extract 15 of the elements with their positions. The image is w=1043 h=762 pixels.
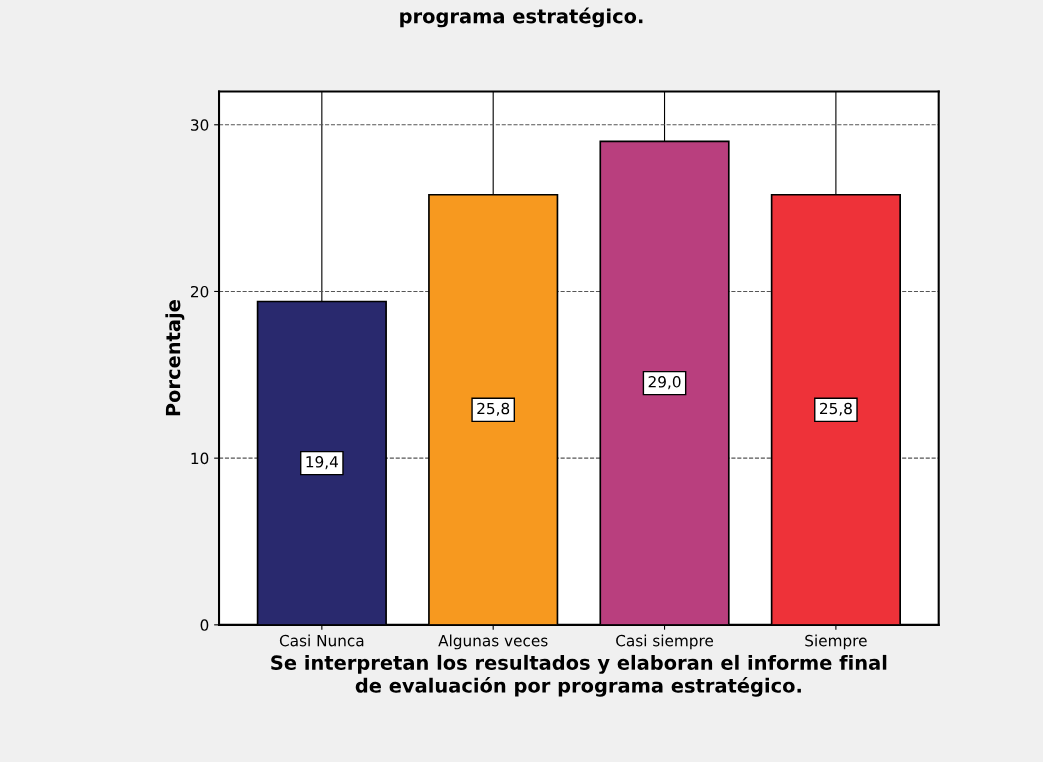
- x-axis-title: Se interpretan los resultados y elaboran el informe final de evaluación por programa estratégico.: [271, 654, 887, 697]
- y-tick-label: 10: [191, 452, 209, 465]
- data-label: 19,4: [306, 456, 338, 470]
- x-tick-label: Algunas veces: [438, 634, 548, 650]
- data-label: 29,0: [648, 376, 681, 390]
- y-tick-label: 20: [190, 285, 209, 298]
- chart-title: programa estratégico.: [400, 7, 643, 28]
- data-label: 25,8: [820, 402, 852, 416]
- data-label: 25,8: [477, 402, 510, 416]
- x-tick-label: Siempre: [805, 634, 867, 650]
- y-tick-label: 30: [191, 119, 209, 131]
- x-tick-label: Casi Nunca: [279, 634, 364, 647]
- x-tick-label: Casi siempre: [616, 634, 714, 650]
- y-tick-label: 0: [200, 619, 209, 631]
- y-axis-title: Porcentaje: [165, 300, 185, 416]
